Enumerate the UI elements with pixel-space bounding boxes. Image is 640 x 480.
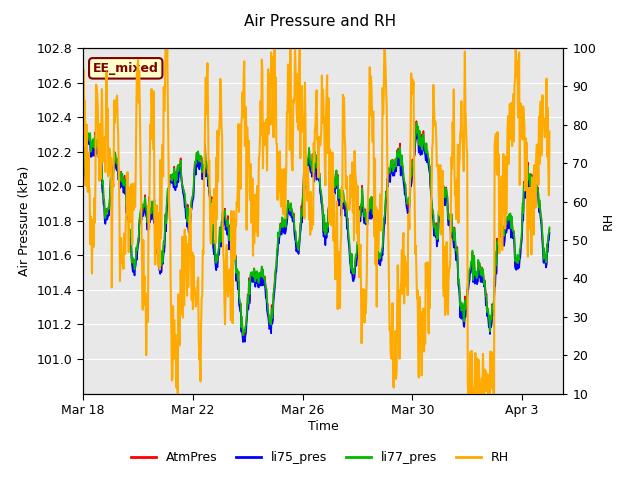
Text: Air Pressure and RH: Air Pressure and RH [244, 14, 396, 29]
Text: EE_mixed: EE_mixed [93, 62, 159, 75]
X-axis label: Time: Time [308, 420, 339, 433]
Y-axis label: RH: RH [602, 212, 614, 230]
Legend: AtmPres, li75_pres, li77_pres, RH: AtmPres, li75_pres, li77_pres, RH [125, 446, 515, 469]
Y-axis label: Air Pressure (kPa): Air Pressure (kPa) [19, 166, 31, 276]
